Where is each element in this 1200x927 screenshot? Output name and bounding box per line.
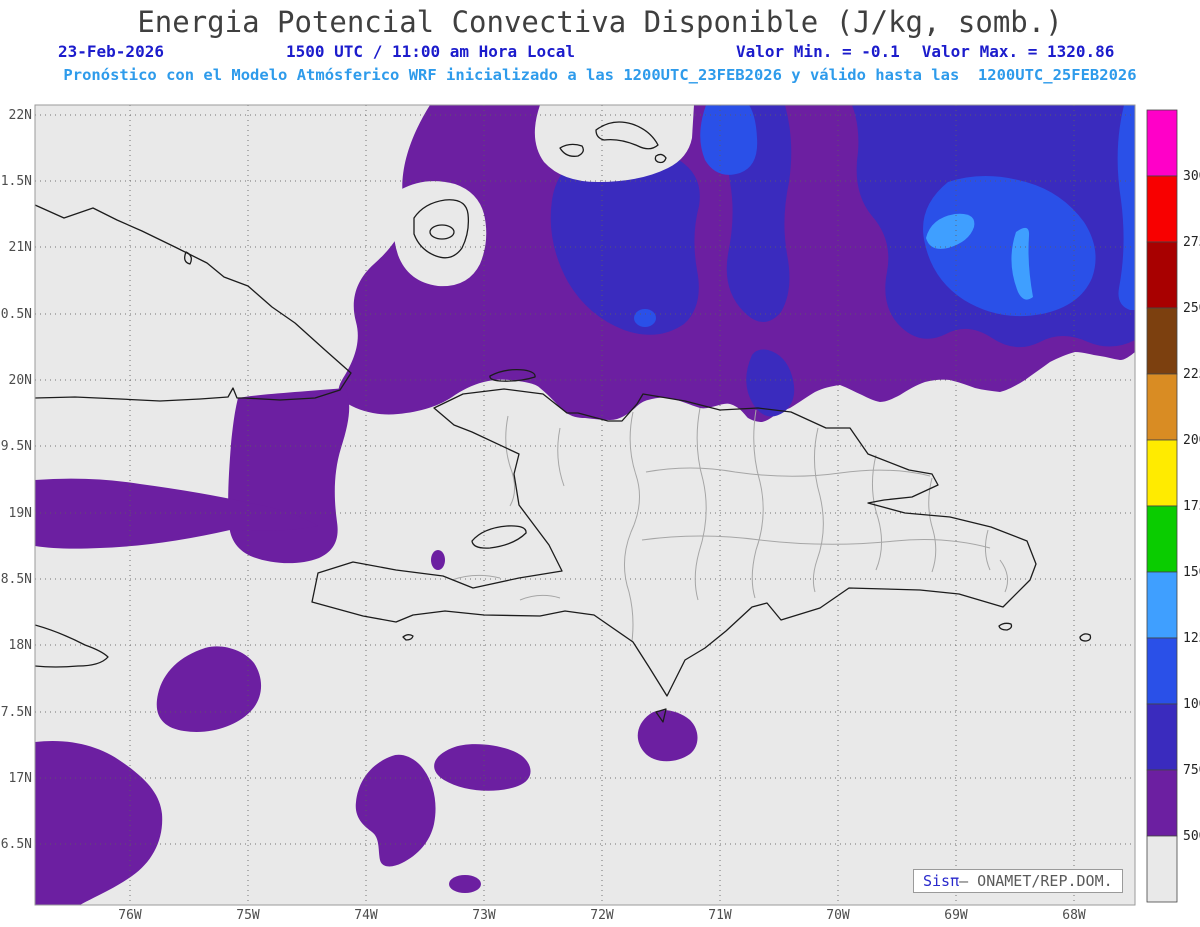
lon-label: 68W — [1062, 908, 1086, 923]
colorbar-segment — [1146, 241, 1178, 309]
cape-region-below-500 — [393, 105, 694, 287]
colorbar-segment — [1146, 373, 1178, 441]
coastline-ile-a-vache — [402, 634, 414, 641]
minmax-values: Valor Min. = -0.1 Valor Max. = 1320.86 — [736, 42, 1114, 61]
header-info-row: 23-Feb-2026 1500 UTC / 11:00 am Hora Loc… — [0, 42, 1200, 62]
colorbar-tick-label: 1750 — [1183, 499, 1200, 514]
coastline-tortuga-island — [489, 368, 536, 382]
lat-label: 8.5N — [1, 572, 32, 587]
lat-label: 7.5N — [1, 705, 32, 720]
colorbar-segment — [1146, 439, 1178, 507]
lon-label: 71W — [708, 908, 732, 923]
cape-region-1000-1250 — [634, 105, 1135, 327]
grid-lines — [35, 105, 1135, 905]
colorbar-tick-label: 1500 — [1183, 565, 1200, 580]
coastline-cuba — [35, 204, 352, 402]
lat-label: 21N — [9, 240, 32, 255]
value-max: Valor Max. = 1320.86 — [921, 42, 1115, 61]
colorbar-segment — [1146, 505, 1178, 573]
lon-label: 69W — [944, 908, 968, 923]
colorbar-tick-label: 2750 — [1183, 235, 1200, 250]
lat-label: 20N — [9, 373, 32, 388]
lon-label: 76W — [118, 908, 142, 923]
lat-label: 22N — [9, 108, 32, 123]
colorbar-tick-label: 1000 — [1183, 697, 1200, 712]
value-min: Valor Min. = -0.1 — [736, 42, 900, 61]
coastline-beata-island — [655, 708, 667, 723]
colorbar-segment — [1146, 307, 1178, 375]
lat-label: 6.5N — [1, 837, 32, 852]
colorbar-tick-label: 3000 — [1183, 169, 1200, 184]
lat-label: 0.5N — [1, 307, 32, 322]
admin-boundaries — [451, 407, 1009, 642]
lat-axis: 22N 1.5N 21N 0.5N 20N 9.5N 19N 8.5N 18N … — [1, 108, 32, 852]
coastline-gonave-island — [471, 525, 527, 549]
lat-label: 18N — [9, 638, 32, 653]
colorbar-tick-label: 1250 — [1183, 631, 1200, 646]
colorbar-tick-label: 2500 — [1183, 301, 1200, 316]
lon-label: 73W — [472, 908, 496, 923]
lat-label: 19N — [9, 506, 32, 521]
lat-label: 1.5N — [1, 174, 32, 189]
colorbar-segment — [1146, 703, 1178, 771]
credit-text: – ONAMET/REP.DOM. — [959, 872, 1113, 890]
coastline-hispaniola — [311, 388, 1037, 697]
lon-label: 72W — [590, 908, 614, 923]
colorbar-tick-label: 2250 — [1183, 367, 1200, 382]
run-date: 23-Feb-2026 — [58, 42, 164, 61]
colorbar-tick-label: 2000 — [1183, 433, 1200, 448]
coastline-mona-island — [1079, 633, 1092, 642]
colorbar-tick-label: 750 — [1183, 763, 1200, 778]
lon-label: 74W — [354, 908, 378, 923]
forecast-description: Pronóstico con el Modelo Atmósferico WRF… — [63, 66, 1137, 84]
colorbar-segment — [1146, 769, 1178, 837]
credit-box: Sisπ– ONAMET/REP.DOM. — [913, 869, 1123, 893]
coastline-great-inagua — [413, 199, 470, 259]
coastline-jamaica — [35, 624, 109, 668]
great-inagua-lagoon — [429, 224, 455, 240]
sispi-logo: Sisπ — [923, 872, 960, 890]
lon-label: 70W — [826, 908, 850, 923]
haiti-dr-border — [624, 411, 641, 642]
valid-time: 1500 UTC / 11:00 am Hora Local — [286, 42, 575, 61]
colorbar-segment — [1146, 109, 1178, 177]
colorbar: 3000 2750 2500 2250 2000 1750 1500 1250 … — [1146, 109, 1200, 903]
colorbar-ticks: 3000 2750 2500 2250 2000 1750 1500 1250 … — [1183, 169, 1200, 844]
colorbar-segment — [1146, 175, 1178, 243]
colorbar-tick-label: 500 — [1183, 829, 1200, 844]
colorbar-segment — [1146, 571, 1178, 639]
lat-label: 9.5N — [1, 439, 32, 454]
colorbar-segment — [1146, 637, 1178, 705]
page-title: Energia Potencial Convectiva Disponible … — [137, 5, 1063, 39]
cape-region-1250-1500 — [926, 213, 1033, 300]
coastline-saona-island — [998, 622, 1013, 631]
colorbar-segment — [1146, 835, 1178, 903]
lon-axis: 76W 75W 74W 73W 72W 71W 70W 69W 68W — [118, 908, 1086, 923]
lat-label: 17N — [9, 771, 32, 786]
coastline-caicos-islands — [559, 121, 667, 164]
coastline-cuba-bay — [184, 251, 192, 265]
map-frame — [34, 104, 1136, 906]
lon-label: 75W — [236, 908, 260, 923]
coastlines — [35, 121, 1092, 723]
